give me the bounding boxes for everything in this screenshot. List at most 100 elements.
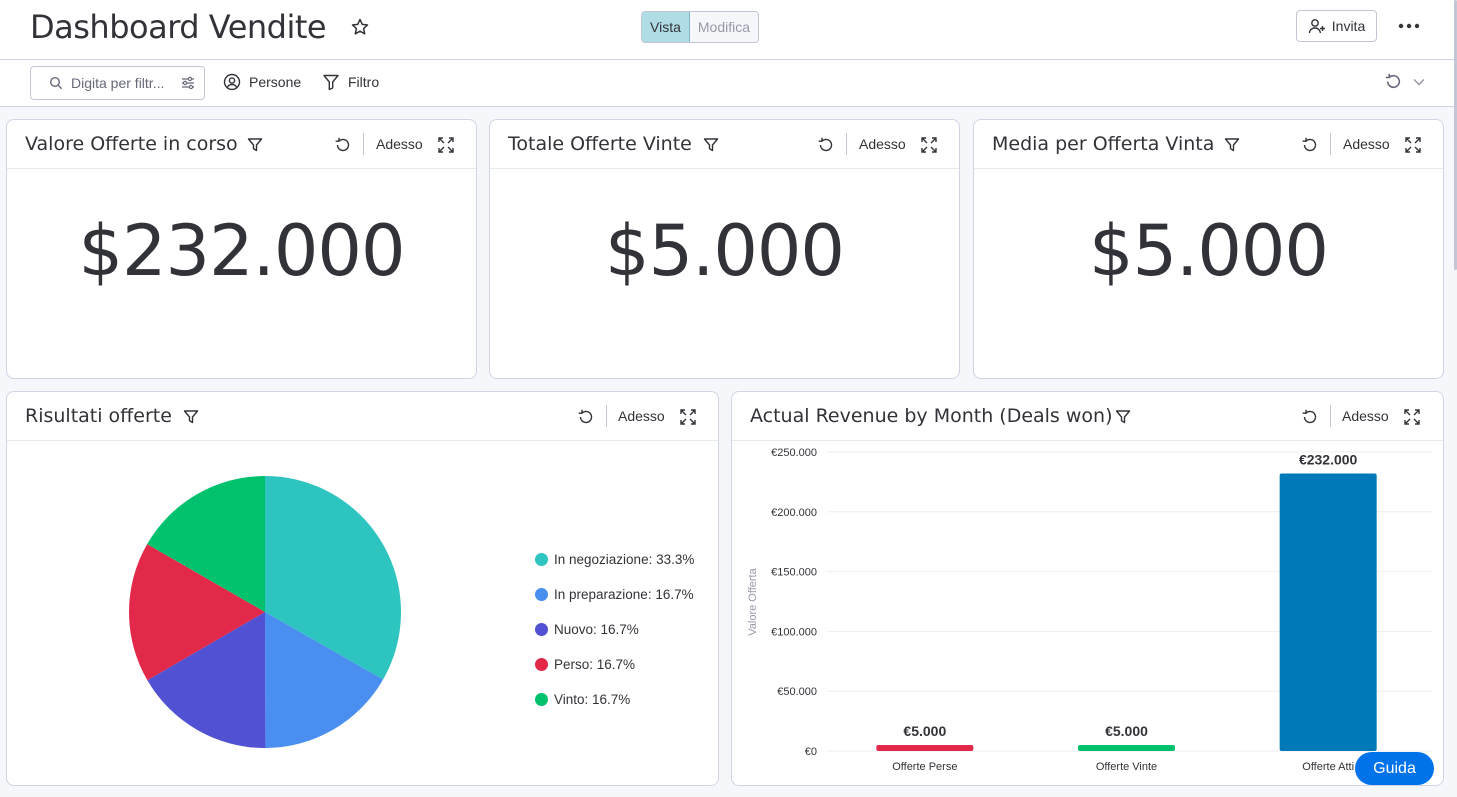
bar[interactable] [1279, 473, 1377, 751]
expand-icon[interactable] [437, 136, 455, 154]
pie-slice-2[interactable] [147, 612, 266, 748]
x-tick-label: Offerte Vinte [1096, 761, 1157, 773]
widget-media-offerta-vinta: Media per Offerta Vinta Adesso $5.000 [973, 119, 1444, 379]
refresh-icon[interactable] [334, 136, 352, 154]
filter-icon[interactable] [702, 136, 720, 154]
legend-label: Perso: 16.7% [554, 657, 636, 672]
legend-label: In negoziazione: 33.3% [554, 552, 695, 567]
invite-label: Invita [1331, 18, 1366, 34]
widget-title: Valore Offerte in corso [25, 133, 238, 155]
widget-actual-revenue: Actual Revenue by Month (Deals won) Ades… [731, 391, 1444, 786]
top-bar: Dashboard Vendite Vista Modifica Invita [0, 0, 1457, 60]
widget-risultati-offerte: Risultati offerte Adesso In negoziazione… [6, 391, 719, 786]
pie-legend: In negoziazione: 33.3% In preparazione: 1… [535, 542, 694, 717]
filter-icon[interactable] [246, 136, 264, 154]
filter-label: Filtro [348, 74, 380, 90]
widget-header: Valore Offerte in corso Adesso [7, 120, 476, 169]
scrollbar[interactable] [1454, 0, 1457, 270]
bar-value-label: €5.000 [903, 723, 946, 739]
legend-item[interactable]: In preparazione: 16.7% [535, 577, 694, 612]
refresh-icon[interactable] [1301, 408, 1319, 426]
widget-header: Risultati offerte Adesso [7, 392, 718, 441]
expand-icon[interactable] [679, 408, 697, 426]
guida-button[interactable]: Guida [1355, 752, 1434, 785]
legend-swatch [535, 588, 548, 601]
y-tick-label: €150.000 [771, 567, 817, 579]
refresh-icon[interactable] [817, 136, 835, 154]
widget-totale-offerte-vinte: Totale Offerte Vinte Adesso $5.000 [489, 119, 960, 379]
now-label: Adesso [618, 408, 665, 424]
now-label: Adesso [1343, 136, 1390, 152]
y-tick-label: €0 [805, 746, 817, 758]
expand-icon[interactable] [1404, 136, 1422, 154]
pie-slice-0[interactable] [265, 476, 401, 680]
bar[interactable] [876, 745, 974, 751]
widget-valore-offerte: Valore Offerte in corso Adesso $232.000 [6, 119, 477, 379]
filter-bar: Digita per filtr... Persone Filtro [0, 60, 1457, 107]
people-filter-button[interactable]: Persone [223, 73, 301, 91]
chevron-down-icon[interactable] [1411, 74, 1427, 90]
widget-header: Totale Offerte Vinte Adesso [490, 120, 959, 169]
view-toggle: Vista Modifica [641, 11, 760, 43]
view-toggle-vista[interactable]: Vista [642, 12, 690, 42]
filter-settings-icon[interactable] [180, 75, 196, 91]
divider [846, 133, 847, 155]
divider [363, 133, 364, 155]
legend-swatch [535, 693, 548, 706]
view-toggle-modifica[interactable]: Modifica [697, 19, 751, 35]
legend-item[interactable]: Vinto: 16.7% [535, 682, 694, 717]
y-tick-label: €100.000 [771, 626, 817, 638]
legend-label: Nuovo: 16.7% [554, 622, 639, 637]
widget-title: Actual Revenue by Month (Deals won) [750, 405, 1113, 427]
expand-icon[interactable] [920, 136, 938, 154]
legend-item[interactable]: Nuovo: 16.7% [535, 612, 694, 647]
filter-icon[interactable] [1114, 408, 1132, 426]
widget-header: Media per Offerta Vinta Adesso [974, 120, 1443, 169]
pie-slice-1[interactable] [265, 612, 384, 748]
refresh-icon[interactable] [1384, 72, 1403, 91]
filter-icon[interactable] [182, 408, 200, 426]
search-placeholder: Digita per filtr... [71, 75, 165, 91]
divider [606, 405, 607, 427]
pie-chart [129, 476, 401, 748]
legend-item[interactable]: In negoziazione: 33.3% [535, 542, 694, 577]
bar-chart: €0 €50.000 €100.000 €150.000 €200.000 €250.00… [747, 447, 1432, 773]
person-circle-icon [223, 73, 241, 91]
add-user-icon [1308, 19, 1325, 34]
pie-slice-3[interactable] [129, 544, 265, 681]
expand-icon[interactable] [1403, 408, 1421, 426]
bar-value-label: €5.000 [1105, 723, 1148, 739]
y-tick-label: €50.000 [777, 686, 817, 698]
filter-icon [323, 74, 339, 91]
filter-button[interactable]: Filtro [322, 73, 379, 91]
widget-title: Media per Offerta Vinta [992, 133, 1215, 155]
widget-value: $5.000 [1089, 210, 1329, 292]
invite-button[interactable]: Invita [1296, 10, 1377, 42]
star-icon[interactable] [350, 17, 370, 37]
widget-value: $5.000 [605, 210, 845, 292]
widget-header: Actual Revenue by Month (Deals won) Ades… [732, 392, 1443, 441]
refresh-icon[interactable] [577, 408, 595, 426]
x-tick-label: Offerte Atti [1302, 761, 1354, 773]
now-label: Adesso [859, 136, 906, 152]
people-label: Persone [249, 74, 302, 90]
legend-item[interactable]: Perso: 16.7% [535, 647, 694, 682]
legend-label: In preparazione: 16.7% [554, 587, 694, 602]
now-label: Adesso [1342, 408, 1389, 424]
bar[interactable] [1078, 745, 1175, 751]
y-tick-label: €200.000 [771, 507, 817, 519]
widget-value: $232.000 [78, 210, 405, 292]
search-input[interactable]: Digita per filtr... [30, 66, 205, 100]
bar-value-label: €232.000 [1299, 452, 1358, 468]
search-icon [49, 76, 63, 90]
pie-slice-4[interactable] [147, 476, 265, 612]
legend-swatch [535, 658, 548, 671]
more-options-icon[interactable] [1396, 14, 1422, 38]
filter-icon[interactable] [1223, 136, 1241, 154]
legend-swatch [535, 623, 548, 636]
widget-title: Risultati offerte [25, 405, 172, 427]
divider [1330, 133, 1331, 155]
now-label: Adesso [376, 136, 423, 152]
page-title: Dashboard Vendite [30, 8, 327, 46]
refresh-icon[interactable] [1301, 136, 1319, 154]
